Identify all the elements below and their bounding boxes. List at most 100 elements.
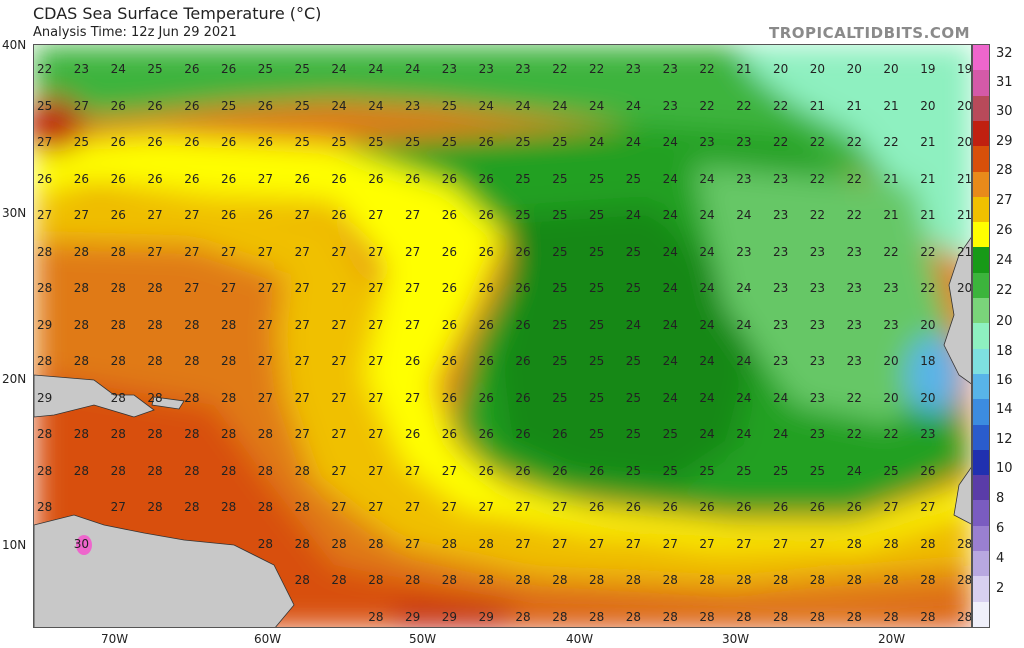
sst-value-label: 28 <box>221 354 237 368</box>
sst-value-label: 25 <box>625 281 642 295</box>
sst-value-label: 28 <box>110 281 126 295</box>
sst-map[interactable]: 22 23 24 25 26 26 25 25 24 24 24 23 23 23 22 22 23 23 22 21… <box>33 44 972 628</box>
sst-value-label: 24 <box>552 98 568 113</box>
colorbar-swatch <box>973 475 989 501</box>
sst-value-label: 27 <box>405 463 421 478</box>
sst-value-label: 25 <box>625 244 642 259</box>
sst-value-label: 28 <box>331 536 347 551</box>
sst-value-label: 24 <box>331 98 347 113</box>
sst-value-label: 24 <box>699 427 715 441</box>
sst-value-label: 25 <box>662 463 678 478</box>
sst-value-label: 27 <box>515 500 531 514</box>
sst-value-label: 26 <box>37 171 53 186</box>
sst-value-label: 28 <box>37 500 53 514</box>
sst-value-label: 23 <box>846 244 862 259</box>
sst-value-label: 27 <box>589 536 605 551</box>
sst-value-label: 28 <box>294 500 310 514</box>
colorbar-label: 28 <box>996 163 1013 178</box>
sst-value-label: 23 <box>73 62 90 76</box>
sst-value-label: 28 <box>773 573 789 587</box>
sst-value-label: 25 <box>662 427 678 441</box>
latitude-label: 20N <box>2 372 27 386</box>
colorbar-label: 2 <box>996 581 1005 596</box>
sst-value-label: 27 <box>405 390 421 405</box>
sst-value-label: 28 <box>221 317 237 332</box>
sst-value-label: 28 <box>37 244 53 259</box>
colorbar-label: 22 <box>996 283 1013 298</box>
sst-value-label: 26 <box>478 354 494 368</box>
sst-value-label: 23 <box>773 171 789 186</box>
sst-value-label: 27 <box>184 281 200 295</box>
sst-value-label: 27 <box>405 317 421 332</box>
sst-value-label: 26 <box>625 500 642 514</box>
sst-value-label: 25 <box>368 135 384 149</box>
sst-value-label: 28 <box>73 244 90 259</box>
sst-value-label: 26 <box>221 135 237 149</box>
sst-value-label: 24 <box>736 208 752 222</box>
sst-value-label: 27 <box>331 317 347 332</box>
sst-value-label: 27 <box>441 500 458 514</box>
sst-value-label: 26 <box>846 500 862 514</box>
sst-value-label: 25 <box>589 208 605 222</box>
sst-value-label: 28 <box>110 390 126 405</box>
colorbar-label: 16 <box>996 373 1013 388</box>
sst-value-label: 27 <box>294 244 310 259</box>
sst-value-label: 26 <box>478 427 494 441</box>
sst-value-label: 23 <box>809 281 826 295</box>
sst-value-label: 27 <box>294 317 310 332</box>
colorbar-swatch <box>973 399 989 426</box>
sst-value-label: 26 <box>478 171 494 186</box>
sst-value-label: 28 <box>331 573 347 587</box>
sst-value-label: 26 <box>221 208 237 222</box>
colorbar-swatch <box>973 348 989 375</box>
sst-value-label: 29 <box>441 609 458 624</box>
sst-value-label: 24 <box>478 98 494 113</box>
sst-value-label: 28 <box>147 463 163 478</box>
sst-value-label: 28 <box>294 536 310 551</box>
sst-value-label: 25 <box>589 427 605 441</box>
sst-value-label: 24 <box>589 98 605 113</box>
sst-value-label: 28 <box>221 390 237 405</box>
sst-value-label: 24 <box>110 62 126 76</box>
sst-value-label: 28 <box>920 609 936 624</box>
sst-value-label: 28 <box>147 500 163 514</box>
sst-value-label: 27 <box>368 281 384 295</box>
sst-value-label: 24 <box>699 317 715 332</box>
sst-value-label: 27 <box>809 536 826 551</box>
colorbar-label: 6 <box>996 521 1005 536</box>
colorbar-label: 32 <box>996 46 1013 61</box>
sst-value-label: 26 <box>405 171 421 186</box>
sst-value-label: 23 <box>883 281 899 295</box>
sst-value-label: 28 <box>552 573 568 587</box>
sst-value-label: 23 <box>883 317 899 332</box>
sst-value-label: 25 <box>589 171 605 186</box>
sst-value-label: 20 <box>920 390 936 405</box>
sst-value-label: 27 <box>331 463 347 478</box>
longitude-label: 60W <box>254 632 282 646</box>
sst-value-label: 28 <box>846 536 862 551</box>
sst-value-label: 22 <box>846 171 862 186</box>
sst-value-label: 24 <box>736 354 752 368</box>
sst-value-label: 26 <box>515 317 531 332</box>
sst-value-label: 26 <box>478 244 494 259</box>
sst-value-label: 28 <box>184 427 200 441</box>
colorbar-label: 24 <box>996 253 1013 268</box>
sst-value-label: 23 <box>773 354 789 368</box>
sst-value-label: 25 <box>625 427 642 441</box>
colorbar-swatch <box>973 222 989 248</box>
sst-value-label: 25 <box>73 135 90 149</box>
sst-value-label: 27 <box>257 354 274 368</box>
sst-value-label: 20 <box>957 281 972 295</box>
sst-value-label: 20 <box>920 98 936 113</box>
sst-value-label: 28 <box>662 573 678 587</box>
sst-value-label: 24 <box>662 171 678 186</box>
colorbar-label: 26 <box>996 223 1013 238</box>
sst-value-label: 26 <box>147 171 163 186</box>
colorbar-swatch <box>973 500 989 527</box>
sst-value-label: 25 <box>515 171 531 186</box>
sst-value-label: 27 <box>184 244 200 259</box>
sst-value-label: 20 <box>883 62 899 76</box>
sst-value-label: 26 <box>368 171 384 186</box>
sst-value-label: 28 <box>662 609 678 624</box>
colorbar-swatch <box>973 576 989 603</box>
